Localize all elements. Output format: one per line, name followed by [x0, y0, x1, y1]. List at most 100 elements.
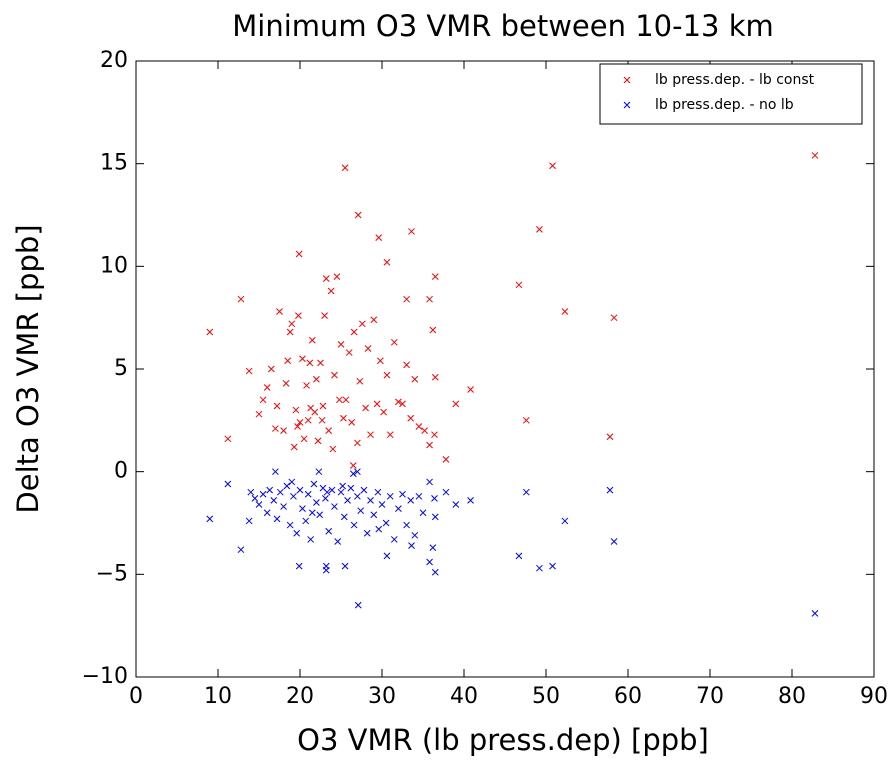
scatter-point [431, 273, 439, 280]
scatter-point [811, 152, 819, 159]
scatter-point [293, 529, 301, 537]
scatter-point [318, 416, 326, 424]
plot-frame [135, 60, 875, 678]
scatter-point [429, 544, 437, 551]
scatter-point [354, 439, 361, 447]
scatter-point [375, 234, 383, 241]
scatter-point [354, 211, 362, 219]
scatter-point [344, 497, 351, 504]
scatter-point [403, 295, 410, 303]
scatter-point [354, 492, 361, 500]
scatter-point [286, 328, 294, 336]
x-tick-label: 90 [860, 684, 888, 709]
x-tick-label: 50 [532, 684, 560, 709]
scatter-point [442, 488, 450, 496]
legend-label: lb press.dep. - no lb [655, 97, 794, 113]
scatter-point [390, 338, 398, 346]
scatter-point [342, 396, 350, 404]
x-tick-label: 20 [286, 684, 314, 709]
scatter-point [206, 328, 214, 336]
scatter-point [426, 295, 433, 303]
scatter-point [375, 525, 383, 533]
scatter-point [304, 416, 312, 424]
scatter-point [323, 488, 331, 496]
scatter-point [317, 359, 324, 367]
scatter-point [348, 419, 356, 426]
scatter-point [255, 501, 263, 508]
scatter-point [354, 601, 362, 609]
scatter-point [363, 529, 371, 537]
scatter-point [522, 488, 530, 496]
scatter-point [395, 398, 402, 406]
scatter-point [280, 427, 287, 434]
scatter-point [314, 437, 322, 445]
scatter-point [811, 609, 819, 617]
scatter-point [295, 250, 303, 258]
scatter-point [259, 396, 267, 404]
y-tick-label: 5 [114, 356, 128, 381]
x-tick-label: 40 [450, 684, 478, 709]
scatter-point [299, 355, 306, 363]
scatter-point [354, 468, 361, 476]
scatter-point [272, 468, 279, 476]
scatter-point [452, 501, 460, 508]
scatter-point [340, 414, 347, 422]
scatter-point [272, 425, 279, 432]
scatter-point [303, 382, 310, 389]
scatter-point [263, 384, 271, 391]
scatter-point [411, 531, 419, 539]
scatter-point [386, 492, 394, 500]
scatter-point [307, 536, 315, 543]
scatter-point [245, 517, 253, 525]
x-tick-label: 80 [778, 684, 806, 709]
scatter-point [610, 538, 618, 545]
scatter-point [431, 495, 438, 502]
scatter-point [403, 361, 410, 369]
scatter-point [403, 521, 410, 529]
x-tick-label: 70 [696, 684, 724, 709]
scatter-point [322, 495, 329, 502]
scatter-point [325, 527, 333, 535]
scatter-point [358, 320, 366, 328]
scatter-point [364, 345, 372, 352]
scatter-point [395, 505, 402, 512]
scatter-point [373, 400, 381, 408]
scatter-point [306, 359, 314, 367]
scatter-point [399, 400, 406, 408]
scatter-point [390, 536, 398, 543]
scatter-point [378, 501, 386, 508]
scatter-point [286, 521, 294, 529]
legend-label: lb press.dep. - lb const [655, 72, 815, 88]
scatter-point [383, 258, 391, 266]
scatter-point [339, 482, 346, 490]
scatter-point [426, 558, 433, 566]
scatter-point [333, 273, 341, 280]
scatter-point [549, 562, 556, 570]
scatter-point [295, 562, 303, 570]
scatter-point [357, 507, 365, 515]
scatter-point [386, 431, 394, 439]
scatter-point [536, 564, 543, 572]
scatter-point [362, 404, 369, 412]
x-axis-label: O3 VMR (lb press.dep) [ppb] [297, 723, 709, 757]
scatter-point [296, 419, 304, 426]
scatter-point [267, 365, 275, 373]
x-tick-label: 10 [204, 684, 232, 709]
scatter-point [313, 375, 320, 383]
legend: lb press.dep. - lb const lb press.dep. - … [599, 63, 863, 125]
scatter-point [283, 482, 291, 490]
scatter-point [321, 312, 328, 319]
scatter-point [270, 497, 278, 504]
scatter-point [399, 490, 406, 498]
scatter-point [237, 295, 245, 303]
scatter-point [304, 490, 312, 498]
y-axis-label: Delta O3 VMR [ppb] [11, 224, 45, 513]
x-tick-label: 60 [614, 684, 642, 709]
scatter-point [308, 336, 316, 344]
scatter-point [206, 515, 214, 523]
scatter-point [337, 488, 345, 496]
scatter-point [263, 509, 271, 517]
scatter-point [349, 470, 357, 478]
scatter-point [374, 488, 382, 496]
scatter-point [259, 490, 267, 498]
